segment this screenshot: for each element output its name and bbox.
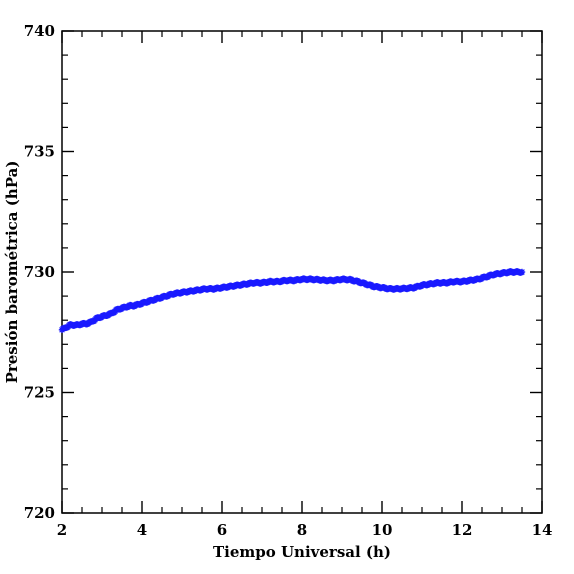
y-tick-label: 720 [24,504,55,522]
data-point-stroke [519,269,525,275]
y-tick-label: 740 [24,22,55,40]
y-tick-label: 735 [24,143,55,161]
data-point [518,268,526,276]
x-tick-label: 2 [57,521,67,539]
y-tick-label: 730 [24,263,55,281]
x-tick-label: 6 [217,521,227,539]
y-tick-label: 725 [24,384,55,402]
y-axis-label: Presión barométrica (hPa) [3,161,21,384]
data-points [58,268,526,334]
plot-frame [61,30,543,514]
minor-ticks [62,31,542,513]
x-tick-label: 8 [297,521,307,539]
x-tick-label: 12 [452,521,473,539]
x-tick-label: 14 [532,521,553,539]
x-tick-label: 10 [372,521,393,539]
major-ticks [61,30,543,514]
x-axis-label: Tiempo Universal (h) [213,543,391,561]
y-tick-labels: 720 725 730 735 740 [24,22,55,522]
x-tick-labels: 2 4 6 8 10 12 14 [57,521,553,539]
x-tick-label: 4 [137,521,147,539]
